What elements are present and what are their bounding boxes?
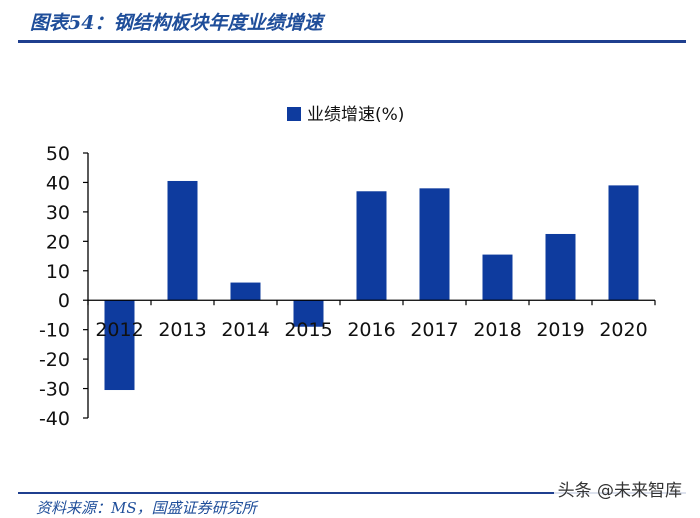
y-tick-label: 50 [46, 143, 70, 165]
bar-chart: 业绩增速(%) 50 40 30 20 10 0 -10 -20 -30 -40 2012 2013… [39, 105, 656, 430]
x-tick-label: 2012 [95, 319, 143, 341]
bar-2019 [545, 233, 576, 301]
bar-2017 [419, 188, 450, 301]
x-tick-label: 2016 [347, 319, 395, 341]
watermark: 头条 @未来智库 [553, 475, 686, 502]
y-tick-label: -10 [39, 320, 70, 342]
y-tick-label: -40 [39, 408, 70, 430]
y-tick-label: 0 [58, 290, 70, 312]
y-axis: 50 40 30 20 10 0 -10 -20 -30 -40 [39, 143, 89, 430]
bar-2018 [482, 254, 513, 301]
figure-header: 图表54：钢结构板块年度业绩增速 [0, 0, 700, 46]
x-tick-label: 2020 [599, 319, 647, 341]
bar-2014 [230, 282, 261, 301]
y-tick-label: 40 [46, 172, 70, 194]
figure-title: 图表54：钢结构板块年度业绩增速 [30, 12, 323, 34]
footer-rule [18, 492, 686, 494]
legend-label: 业绩增速(%) [307, 105, 404, 125]
x-tick-label: 2013 [158, 319, 206, 341]
chart-legend: 业绩增速(%) [287, 105, 404, 125]
y-tick-label: 10 [46, 261, 70, 283]
legend-swatch [287, 107, 301, 121]
x-tick-label: 2017 [410, 319, 458, 341]
y-tick-label: 20 [46, 231, 70, 253]
x-tick-label: 2019 [536, 319, 584, 341]
y-tick-label: -20 [39, 349, 70, 371]
source-note: 资料来源：MS，国盛证券研究所 [36, 499, 257, 517]
x-tick-label: 2018 [473, 319, 521, 341]
bars-group [104, 180, 639, 391]
x-axis: 2012 2013 2014 2015 2016 2017 2018 2019 2020 [87, 299, 656, 341]
bar-2013 [167, 180, 198, 301]
y-tick-label: -30 [39, 379, 70, 401]
bar-2016 [356, 191, 387, 301]
header-rule [18, 40, 686, 43]
bar-2020 [608, 185, 639, 301]
x-tick-label: 2014 [221, 319, 269, 341]
x-tick-label: 2015 [284, 319, 332, 341]
y-tick-label: 30 [46, 202, 70, 224]
bar-2012 [104, 300, 135, 391]
bar-2015 [293, 300, 324, 327]
